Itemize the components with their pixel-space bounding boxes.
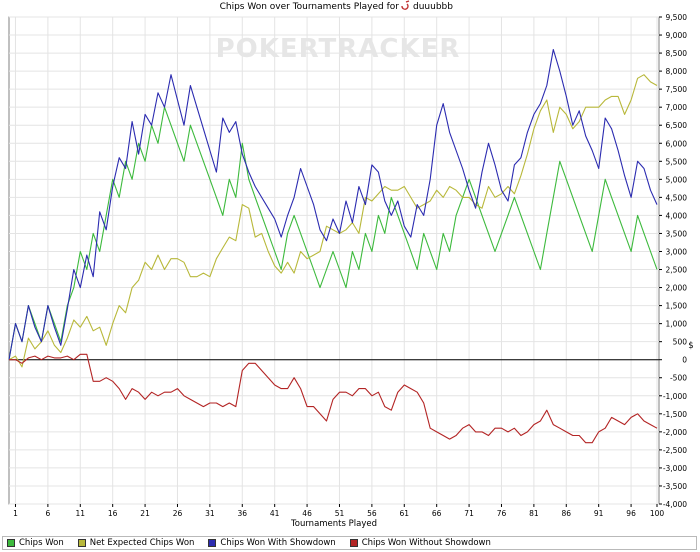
y-tick-label: -3,500 [663,482,687,491]
y-tick-label: 5,000 [666,175,688,184]
x-tick-label: 26 [173,509,183,518]
y-tick-label: 8,000 [666,67,688,76]
y-tick-label: 1,000 [666,320,688,329]
series-line-chips-won-with-showdown [8,48,658,360]
series-group [8,48,658,444]
y-tick-label: 7,000 [666,103,688,112]
x-tick-label: 96 [626,509,636,518]
legend-item-without-showdown: Chips Won Without Showdown [349,538,491,548]
chart-title-group: Chips Won over Tournaments Played for du… [220,0,453,12]
y-tick-label: -3,000 [663,464,687,473]
x-tick-label: 81 [529,509,539,518]
legend-item-with-showdown: Chips Won With Showdown [208,538,336,548]
x-tick-label: 66 [432,509,442,518]
x-tick-label: 1 [13,509,18,518]
legend-label-without-showdown: Chips Won Without Showdown [361,538,491,548]
series-line-net-expected-chips-won [8,74,658,368]
x-tick-label: 46 [302,509,312,518]
x-axis-label: Tournaments Played [290,519,377,529]
y-axis-ticks: -4,000 -3,500 -3,000 -2,500 -2,000 -1,500 -1,0… [659,13,687,509]
y-tick-label: 2,000 [666,284,688,293]
x-tick-label: 100 [650,509,665,518]
y-tick-label: -1,500 [663,410,687,419]
x-tick-label: 31 [205,509,215,518]
y-tick-label: 6,500 [666,121,688,130]
legend-label-net-expected: Net Expected Chips Won [89,538,195,548]
y-tick-label: 1,500 [666,302,688,311]
y-tick-label: 5,500 [666,157,688,166]
player-icon [401,0,410,10]
x-tick-label: 6 [45,509,50,518]
y-tick-label: -4,000 [663,500,687,509]
legend-item-chips-won: Chips Won [7,538,64,548]
y-tick-label: 8,500 [666,49,688,58]
y-tick-label: 4,500 [666,193,688,202]
series-line-chips-won [8,106,658,360]
x-tick-label: 41 [270,509,280,518]
y-tick-label: -1,000 [663,392,687,401]
y-tick-label: 4,000 [666,211,688,220]
x-tick-label: 11 [76,509,86,518]
player-name: duuubbb [413,2,453,12]
y-tick-label: -2,500 [663,446,687,455]
y-tick-label: 0 [682,356,687,365]
y-tick-label: 500 [673,338,688,347]
x-tick-label: 86 [562,509,572,518]
y-tick-label: 7,500 [666,85,688,94]
y-tick-label: 3,000 [666,247,688,256]
legend-label-with-showdown: Chips Won With Showdown [220,538,336,548]
pokertracker-watermark: POKERTRACKER [216,34,461,64]
x-axis-ticks: 1 6 11 16 21 26 31 36 41 46 51 56 61 66 71 76 81 86 91 96 10… [13,504,664,518]
series-line-chips-won-without-showdown [9,353,658,444]
x-tick-label: 16 [108,509,118,518]
legend-swatch-without-showdown [349,539,358,547]
x-tick-label: 76 [497,509,507,518]
legend-swatch-with-showdown [208,539,217,547]
legend-label-chips-won: Chips Won [19,538,64,548]
y-tick-label: 9,000 [666,31,688,40]
x-tick-label: 91 [594,509,604,518]
x-tick-label: 71 [464,509,474,518]
chart-title: Chips Won over Tournaments Played for [220,2,400,12]
y-tick-label: 2,500 [666,266,688,275]
x-tick-label: 36 [238,509,248,518]
y-gridlines [9,16,659,505]
y-tick-label: -2,000 [663,428,687,437]
x-tick-label: 61 [400,509,410,518]
y-axis-label: $ [688,341,693,351]
plot-area [8,16,660,505]
x-tick-label: 21 [140,509,150,518]
y-tick-label: -500 [670,374,687,383]
x-tick-label: 56 [367,509,377,518]
legend-swatch-chips-won [7,539,15,547]
legend-item-net-expected: Net Expected Chips Won [77,538,195,548]
y-tick-label: 6,000 [666,139,688,148]
chart-legend: Chips Won Net Expected Chips Won Chips W… [2,536,697,550]
y-tick-label: 9,500 [666,13,688,22]
y-tick-label: 3,500 [666,229,688,238]
legend-swatch-net-expected [77,539,86,547]
x-tick-label: 51 [335,509,345,518]
